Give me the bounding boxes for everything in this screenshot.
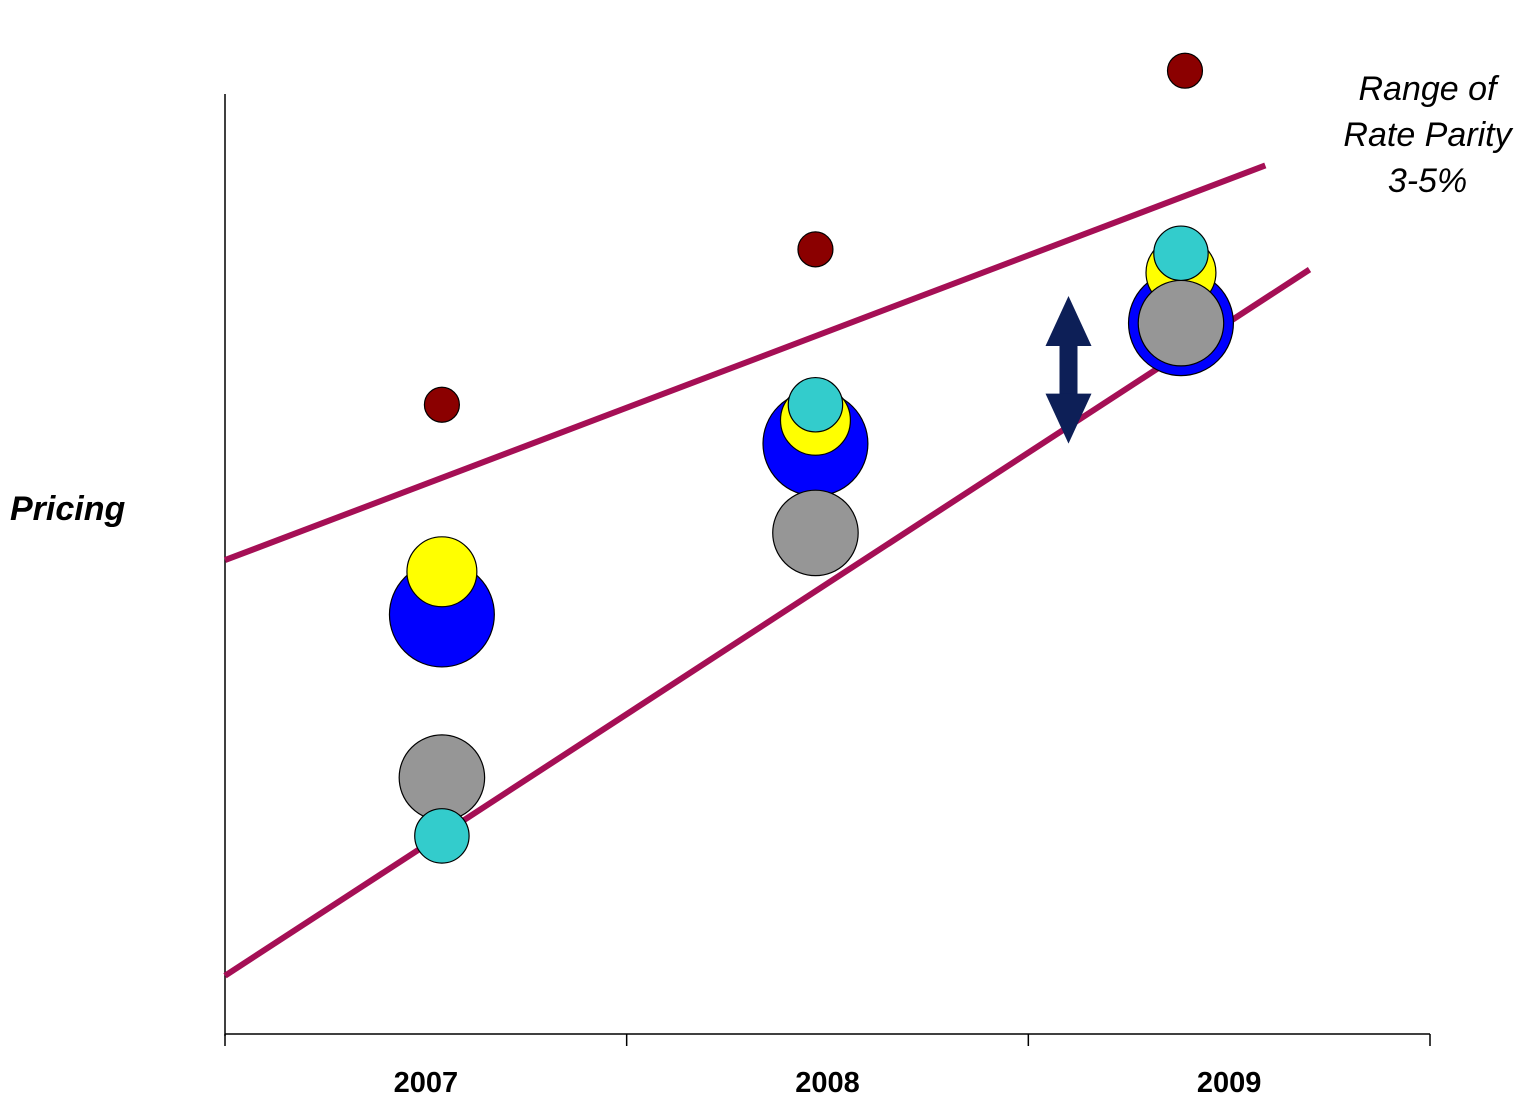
bubble-point [787, 376, 844, 433]
bubble-series [388, 52, 1235, 864]
y-axis-label: Pricing [10, 490, 126, 528]
annotation-line-1: Range of [1358, 70, 1497, 108]
range-arrow-head-up [1045, 295, 1092, 346]
bubble-point [414, 808, 470, 864]
parity-band-lines [223, 162, 1312, 979]
bubble-point [423, 386, 460, 423]
annotation-line-3: 3-5% [1387, 162, 1468, 200]
range-arrow-shaft [1059, 343, 1078, 396]
x-axis-ticks [224, 1034, 1431, 1046]
bubble-point [1153, 225, 1209, 282]
range-arrow-head-down [1045, 393, 1092, 444]
bubble-point [1166, 52, 1204, 89]
bubble-point [398, 734, 486, 821]
bubble-point [797, 231, 834, 268]
band-line-upper [223, 162, 1267, 563]
band-line-lower [223, 267, 1312, 979]
bubble-point [1137, 279, 1225, 367]
annotation-line-2: Rate Parity [1343, 116, 1512, 154]
x-tick-label-2008: 2008 [795, 1067, 860, 1099]
range-arrow [1045, 295, 1092, 444]
rate-parity-annotation: Range of Rate Parity 3-5% [1325, 66, 1526, 204]
x-tick-label-2007: 2007 [393, 1067, 459, 1099]
bubble-point [772, 489, 859, 577]
x-tick-label-2009: 2009 [1196, 1067, 1262, 1099]
bubble-point [406, 536, 478, 608]
